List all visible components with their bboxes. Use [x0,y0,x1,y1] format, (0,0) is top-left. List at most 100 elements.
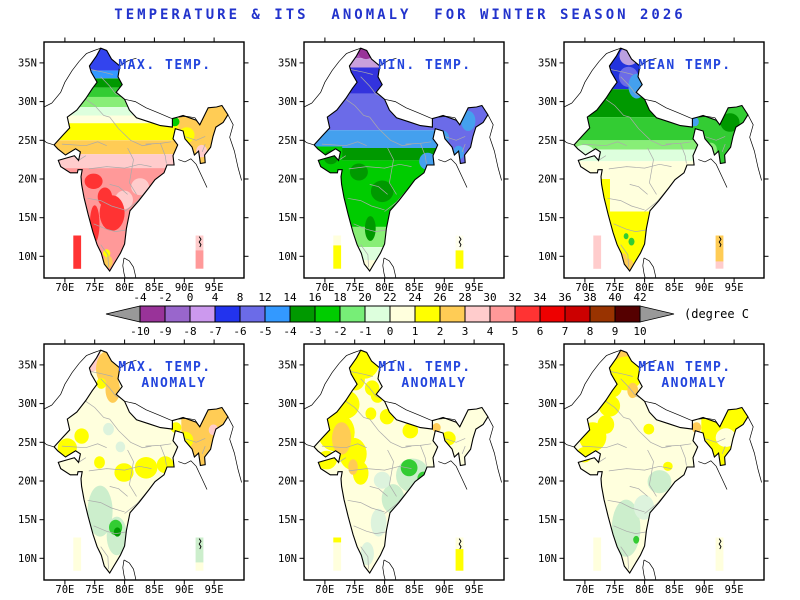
neighbor-outline [384,400,433,421]
svg-text:10: 10 [633,325,646,338]
figure-title: TEMPERATURE & ITS ANOMALY FOR WINTER SEA… [114,7,686,23]
svg-text:24: 24 [408,291,422,304]
lon-tick-label: 90E [695,282,714,292]
lon-tick-label: 75E [85,282,104,292]
map-max-temp-anomaly: 70E 75E 80E 85E 90E 95E 10N 15N 20N 25N 30N 35N MAX.… [18,339,249,594]
svg-text:-8: -8 [183,325,196,338]
neighbor-outline [383,257,397,279]
svg-text:-4: -4 [133,291,147,304]
lon-tick-label: 95E [725,584,744,594]
panel-title: MAX. TEMP. [118,58,211,73]
neighbor-outline [642,559,646,581]
neighbor-outline [122,559,126,581]
panel-min-temp-anomaly: 70E 75E 80E 85E 90E 95E 10N 15N 20N 25N 30N 35N MIN.… [270,336,522,594]
panel-title: MEAN TEMP. [638,360,731,375]
panel-title: ANOMALY [141,376,206,391]
india-outline [573,47,749,272]
top-panel-row: 70E 75E 80E 85E 90E 95E 10N 15N 20N 25N 30N 35N MAX.… [10,34,782,292]
svg-text:30: 30 [483,291,496,304]
neighbor-outline [379,359,397,369]
lon-tick-label: 75E [345,584,364,594]
panel-title: MEAN TEMP. [638,58,731,73]
neighbor-outline [123,559,137,581]
neighbor-outline [43,442,55,448]
lon-tick-label: 70E [575,584,594,594]
neighbor-outline [563,349,621,410]
lat-tick-label: 30N [18,398,37,410]
svg-text:7: 7 [562,325,569,338]
lat-tick-label: 15N [278,212,297,224]
india-outline [313,47,489,272]
right-island-bar [195,235,204,269]
lon-tick-label: 80E [375,282,394,292]
lon-tick-label: 75E [605,584,624,594]
neighbor-outline [43,140,55,146]
lat-tick-label: 25N [278,135,297,147]
lat-tick-label: 25N [538,135,557,147]
right-island-bar [455,235,464,269]
neighbor-outline [642,257,646,279]
lat-tick-label: 10N [278,251,297,263]
svg-text:4: 4 [487,325,494,338]
lon-tick-label: 75E [345,282,364,292]
island-chain-mark [198,236,202,248]
lon-tick-label: 85E [665,282,684,292]
svg-text:-1: -1 [358,325,371,338]
left-island-bar [593,537,602,571]
lat-tick-label: 35N [538,57,557,69]
svg-text:28: 28 [458,291,471,304]
india-outline [53,47,229,272]
colorbar: -4 -2 0 4 8 12 14 16 18 20 22 24 26 28 30 32 34 36 38 40 42-… [50,291,756,339]
lat-tick-label: 15N [538,514,557,526]
lat-tick-label: 30N [278,398,297,410]
left-island-bar [73,537,82,571]
lat-tick-label: 25N [18,437,37,449]
neighbor-outline [178,158,208,188]
neighbor-outline [303,140,315,146]
neighbor-outline [487,114,502,181]
neighbor-outline [639,359,657,369]
colorbar-temp-scale: -4 -2 0 4 8 12 14 16 18 20 22 24 26 28 30 32 34 36 38 40 42 [133,291,646,304]
lat-tick-label: 20N [538,476,557,488]
island-chain-mark [198,538,202,550]
svg-text:6: 6 [537,325,544,338]
lon-tick-label: 70E [315,282,334,292]
svg-text:-2: -2 [158,291,171,304]
neighbor-outline [383,559,397,581]
lat-tick-label: 20N [278,476,297,488]
island-chain-mark [718,538,722,550]
panel-title: MIN. TEMP. [378,58,471,73]
map-frame [43,41,245,279]
map-mean-temp: 70E 75E 80E 85E 90E 95E 10N 15N 20N 25N 30N 35N MEAN… [538,37,769,292]
lon-tick-label: 90E [695,584,714,594]
neighbor-outline [639,57,657,67]
lat-tick-label: 10N [18,553,37,565]
lon-tick-label: 85E [145,584,164,594]
neighbor-outline [487,416,502,483]
svg-text:14: 14 [283,291,297,304]
neighbor-outline [119,359,137,369]
neighbor-outline [303,349,361,410]
panel-title: MIN. TEMP. [378,360,471,375]
neighbor-outline [303,47,361,108]
svg-text:-6: -6 [233,325,246,338]
shaded-regions [314,48,488,272]
neighbor-outline [382,257,386,279]
svg-text:32: 32 [508,291,521,304]
map-max-temp: 70E 75E 80E 85E 90E 95E 10N 15N 20N 25N 30N 35N MAX.… [18,37,249,292]
india-outline [573,349,749,574]
colorbar-svg: -4 -2 0 4 8 12 14 16 18 20 22 24 26 28 30 32 34 36 38 40 42-… [105,291,756,338]
neighbor-outline [698,460,728,490]
lat-tick-label: 10N [538,553,557,565]
bottom-panel-row: 70E 75E 80E 85E 90E 95E 10N 15N 20N 25N 30N 35N MAX.… [10,336,782,594]
map-frame [43,343,245,581]
lon-tick-label: 80E [635,584,654,594]
lat-tick-label: 20N [18,476,37,488]
right-island-bar [715,537,724,571]
lon-tick-label: 85E [405,282,424,292]
lon-tick-label: 80E [115,584,134,594]
svg-text:18: 18 [333,291,346,304]
neighbor-outline [563,140,575,146]
svg-text:34: 34 [533,291,547,304]
lon-tick-label: 85E [665,584,684,594]
